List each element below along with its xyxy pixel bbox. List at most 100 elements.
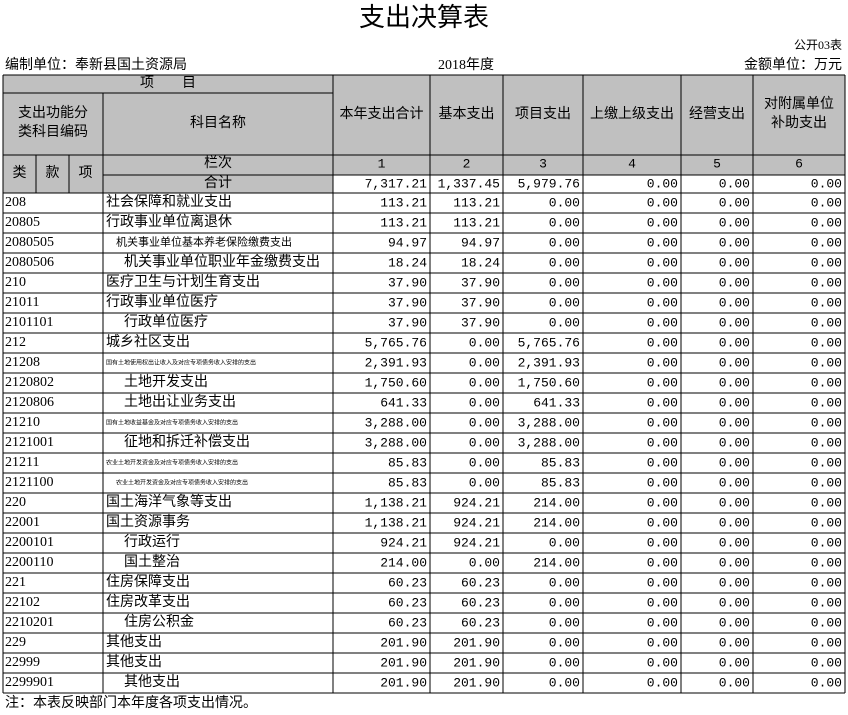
amount: 0.00 xyxy=(647,675,678,690)
amount: 0.00 xyxy=(647,275,678,290)
index-number: 2 xyxy=(463,156,471,171)
amount: 0.00 xyxy=(811,235,842,250)
amount: 2,391.93 xyxy=(518,355,580,370)
code-header: 支出功能分 xyxy=(18,105,88,121)
amount: 0.00 xyxy=(647,635,678,650)
amount: 37.90 xyxy=(388,295,427,310)
amount: 0.00 xyxy=(469,375,500,390)
amount: 0.00 xyxy=(811,255,842,270)
amount: 0.00 xyxy=(811,375,842,390)
amount: 85.83 xyxy=(388,475,427,490)
code: 20805 xyxy=(5,215,40,230)
name: 农业土地开发资金及对应专项债务收入安排的支出 xyxy=(106,458,238,466)
column-header: 经营支出 xyxy=(689,106,745,122)
amount: 113.21 xyxy=(380,195,427,210)
amount: 0.00 xyxy=(469,475,500,490)
index-number: 4 xyxy=(628,156,636,171)
amount: 113.21 xyxy=(380,215,427,230)
amount: 0.00 xyxy=(469,455,500,470)
name: 行政事业单位医疗 xyxy=(106,294,218,310)
amount: 0.00 xyxy=(719,475,750,490)
amount: 0.00 xyxy=(549,255,580,270)
amount: 0.00 xyxy=(719,295,750,310)
amount: 94.97 xyxy=(461,235,500,250)
header-bg xyxy=(3,175,333,193)
amount: 0.00 xyxy=(469,415,500,430)
amount: 60.23 xyxy=(461,595,500,610)
code: 212 xyxy=(5,335,26,350)
amount: 18.24 xyxy=(388,255,427,270)
amount: 201.90 xyxy=(453,635,500,650)
amount: 37.90 xyxy=(461,275,500,290)
amount: 0.00 xyxy=(719,315,750,330)
amount: 60.23 xyxy=(388,615,427,630)
column-header: 本年支出合计 xyxy=(340,106,424,122)
amount: 0.00 xyxy=(549,595,580,610)
amount: 641.33 xyxy=(380,395,427,410)
code: 2200110 xyxy=(5,555,53,570)
name: 土地出让业务支出 xyxy=(124,394,236,410)
amount: 60.23 xyxy=(461,575,500,590)
amount: 3,288.00 xyxy=(518,415,580,430)
amount: 0.00 xyxy=(469,395,500,410)
code: 2121100 xyxy=(5,475,53,490)
amount: 0.00 xyxy=(719,615,750,630)
level-label: 类 xyxy=(13,165,27,181)
amount: 5,765.76 xyxy=(518,335,580,350)
level-label: 项 xyxy=(79,166,93,181)
amount: 60.23 xyxy=(388,595,427,610)
amount: 0.00 xyxy=(469,555,500,570)
code-header: 类科目编码 xyxy=(18,124,88,140)
amount: 85.83 xyxy=(388,455,427,470)
amount: 0.00 xyxy=(719,435,750,450)
index-number: 5 xyxy=(713,156,721,171)
amount: 0.00 xyxy=(719,535,750,550)
amount: 201.90 xyxy=(453,655,500,670)
code: 21011 xyxy=(5,295,39,310)
total-value: 1,337.45 xyxy=(438,176,500,191)
name: 城乡社区支出 xyxy=(106,334,190,350)
amount: 0.00 xyxy=(647,315,678,330)
amount: 0.00 xyxy=(549,615,580,630)
name: 住房公积金 xyxy=(124,614,194,630)
amount: 0.00 xyxy=(719,395,750,410)
amount: 201.90 xyxy=(380,675,427,690)
code: 2080506 xyxy=(5,255,54,270)
amount: 3,288.00 xyxy=(518,435,580,450)
amount: 0.00 xyxy=(549,315,580,330)
name: 机关事业单位基本养老保险缴费支出 xyxy=(116,235,292,249)
total-value: 0.00 xyxy=(719,176,750,191)
amount: 37.90 xyxy=(388,315,427,330)
amount: 0.00 xyxy=(719,495,750,510)
amount: 0.00 xyxy=(549,295,580,310)
amount: 2,391.93 xyxy=(365,355,427,370)
code: 2101101 xyxy=(5,315,53,330)
name: 行政单位医疗 xyxy=(124,314,208,330)
amount: 0.00 xyxy=(811,655,842,670)
amount: 0.00 xyxy=(811,635,842,650)
amount: 3,288.00 xyxy=(365,435,427,450)
amount: 0.00 xyxy=(549,655,580,670)
code: 2120806 xyxy=(5,395,54,410)
code: 2121001 xyxy=(5,435,54,450)
amount: 37.90 xyxy=(461,295,500,310)
column-header: 上缴上级支出 xyxy=(590,106,674,122)
amount: 0.00 xyxy=(719,515,750,530)
amount: 0.00 xyxy=(549,675,580,690)
amount: 214.00 xyxy=(380,555,427,570)
index-number: 6 xyxy=(795,156,803,171)
amount: 0.00 xyxy=(811,675,842,690)
amount: 0.00 xyxy=(647,535,678,550)
amount: 113.21 xyxy=(453,195,500,210)
amount: 924.21 xyxy=(453,535,500,550)
amount: 0.00 xyxy=(549,195,580,210)
title: 支出决算表 xyxy=(359,3,489,32)
amount: 0.00 xyxy=(811,315,842,330)
amount: 0.00 xyxy=(647,255,678,270)
name: 国有土地使用权出让收入及对应专项债务收入安排的支出 xyxy=(106,358,256,366)
name: 土地开发支出 xyxy=(124,374,208,390)
amount: 0.00 xyxy=(811,455,842,470)
amount: 0.00 xyxy=(549,635,580,650)
unit: 编制单位：奉新县国土资源局 xyxy=(5,57,187,73)
code: 21208 xyxy=(5,355,40,370)
